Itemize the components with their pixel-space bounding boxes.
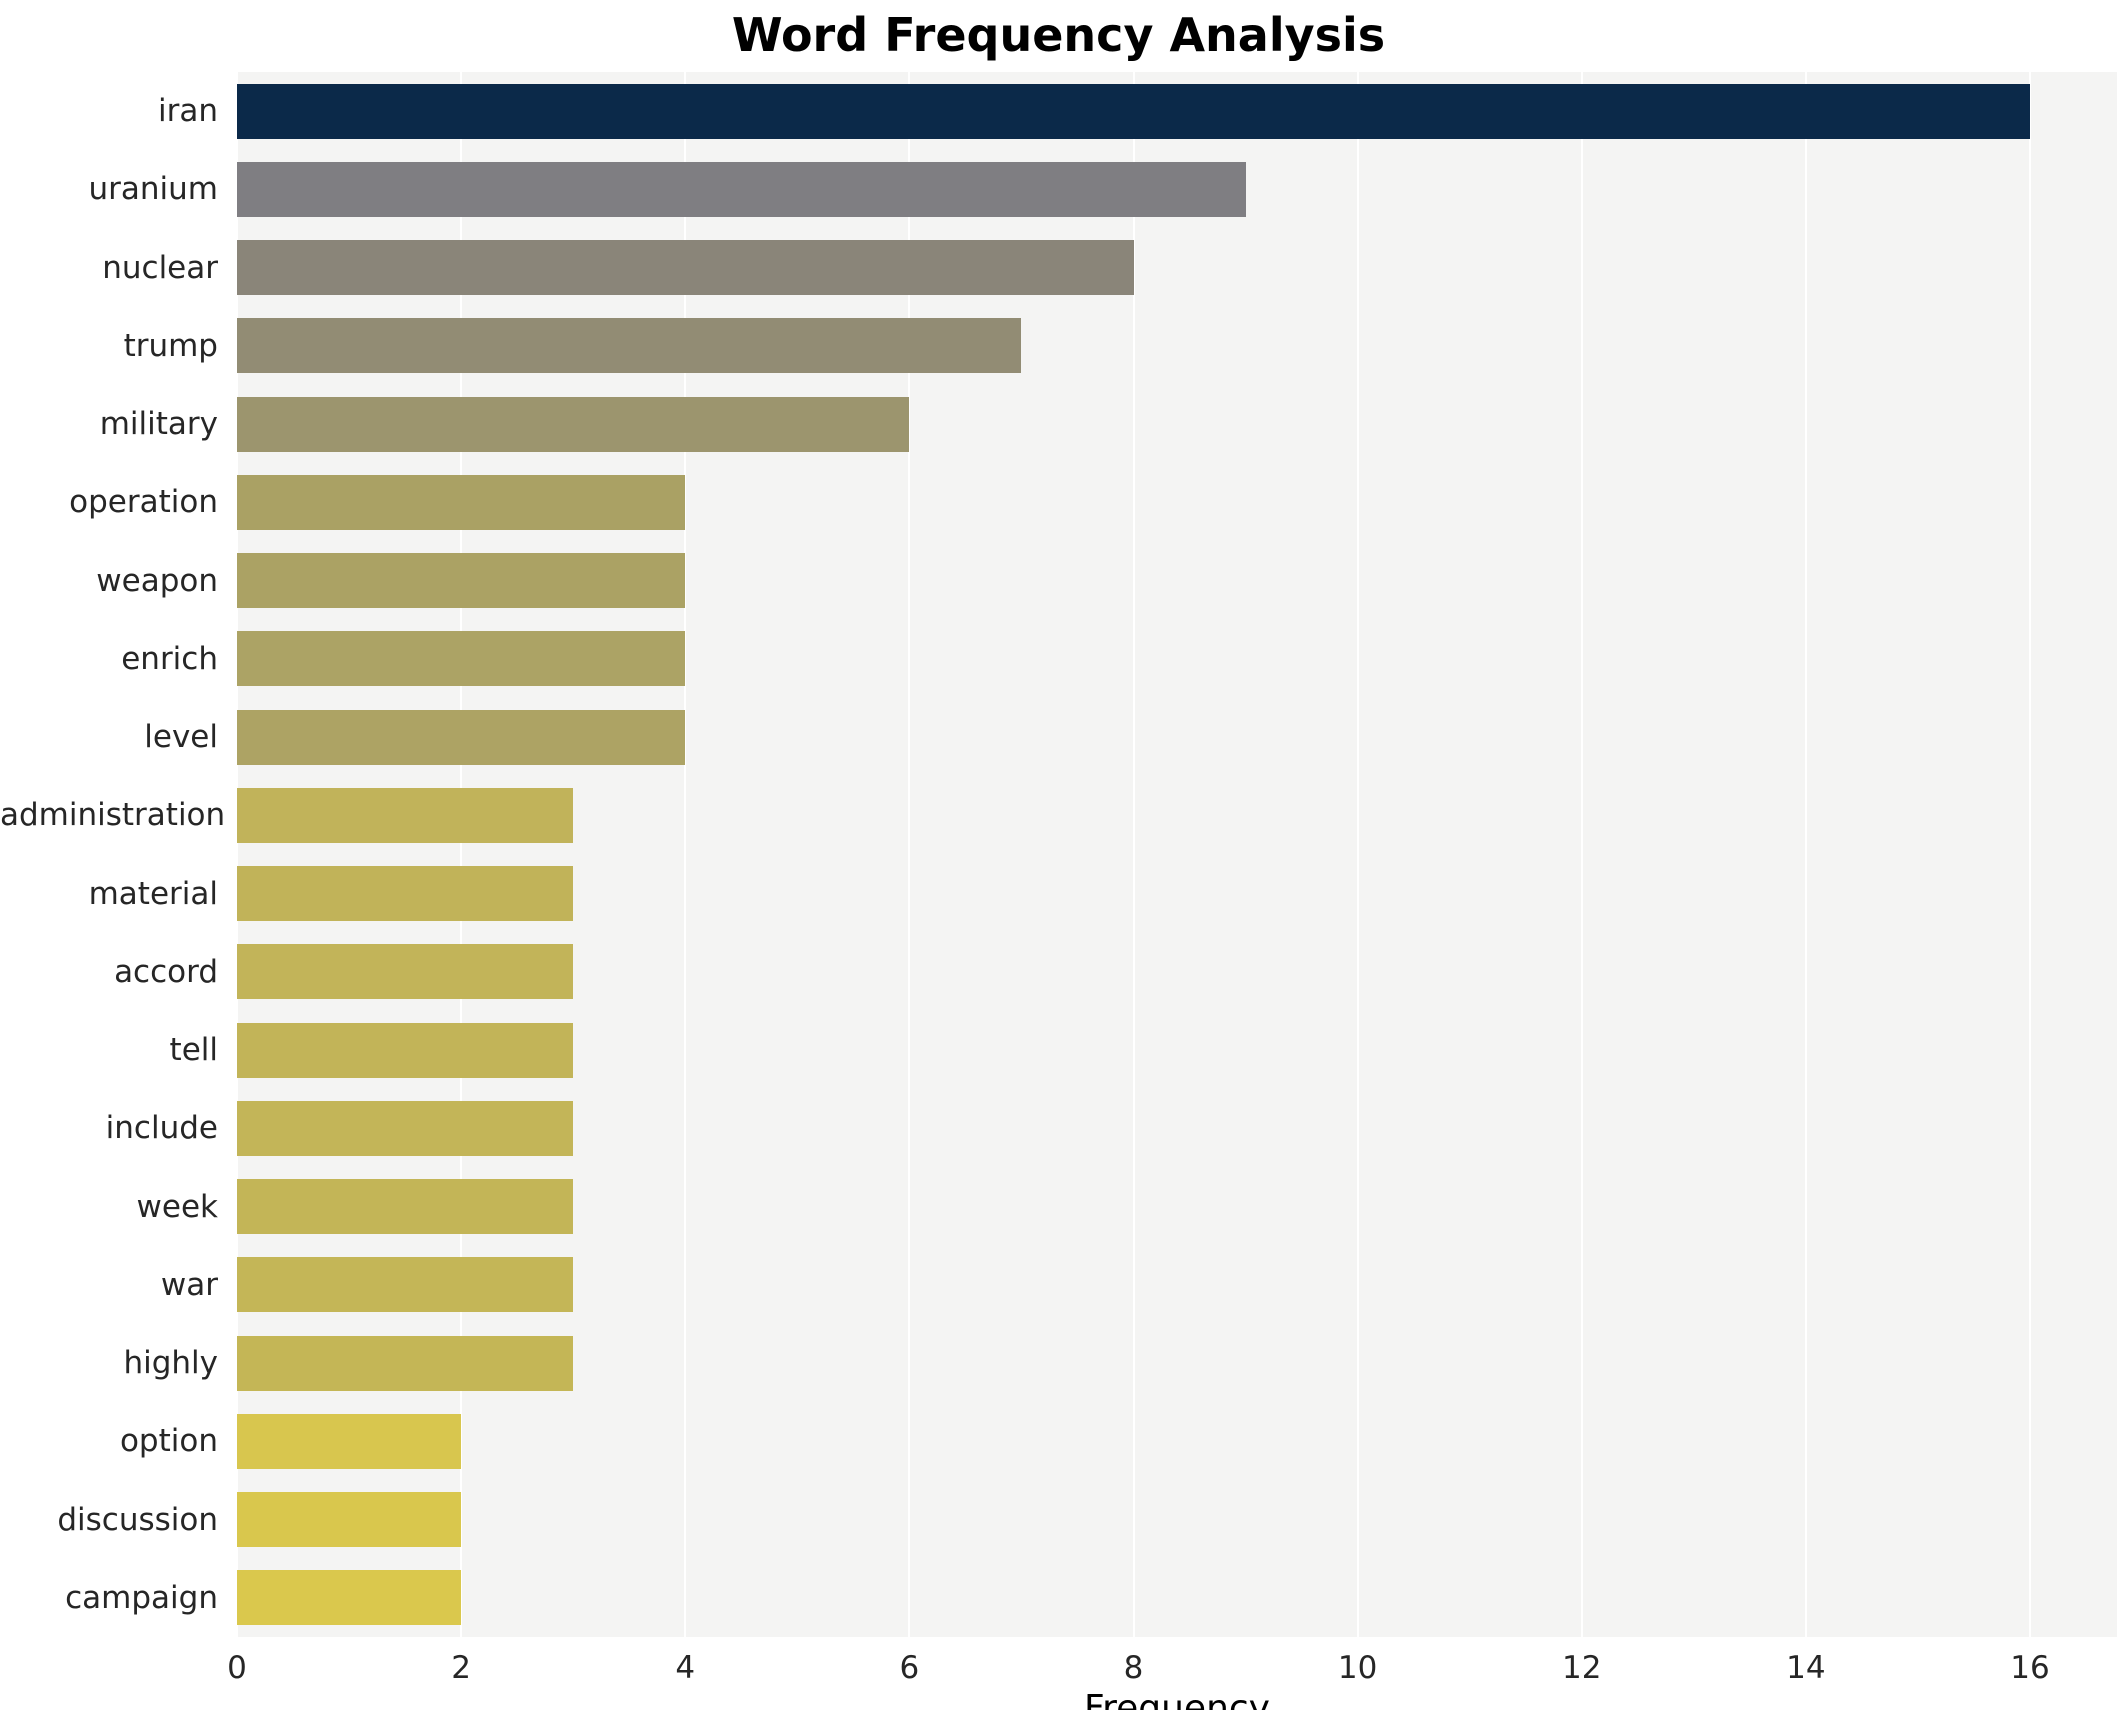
- y-tick-label-weapon: weapon: [96, 562, 218, 599]
- x-tick-label-0: 0: [227, 1650, 247, 1686]
- gridline: [1356, 72, 1359, 1637]
- bar-operation: [237, 474, 686, 530]
- bar-highly: [237, 1335, 574, 1391]
- bar-option: [237, 1413, 462, 1469]
- bar-war: [237, 1257, 574, 1313]
- y-tick-label-operation: operation: [69, 484, 218, 521]
- bar-level: [237, 709, 686, 765]
- bar-rows: [237, 72, 2117, 1637]
- gridline: [1804, 72, 1807, 1637]
- y-tick-label-trump: trump: [123, 327, 218, 364]
- y-tick-label-material: material: [88, 875, 218, 912]
- bar-week: [237, 1179, 574, 1235]
- x-axis-label: Frequency: [1084, 1688, 1270, 1710]
- gridline: [684, 72, 687, 1637]
- x-tick-label-14: 14: [1786, 1650, 1826, 1686]
- y-tick-label-accord: accord: [114, 953, 218, 990]
- x-tick-label-12: 12: [1562, 1650, 1602, 1686]
- chart-title: Word Frequency Analysis: [731, 8, 1386, 62]
- bar-uranium: [237, 161, 1246, 217]
- gridlines: [236, 72, 2117, 1637]
- y-tick-label-administration: administration: [0, 797, 226, 834]
- bar-accord: [237, 944, 574, 1000]
- bar-military: [237, 396, 910, 452]
- x-tick-label-4: 4: [675, 1650, 696, 1686]
- bar-tell: [237, 1022, 574, 1078]
- gridline: [1132, 72, 1135, 1637]
- gridline: [460, 72, 463, 1637]
- bar-iran: [237, 83, 2030, 139]
- gridline: [1580, 72, 1583, 1637]
- y-tick-label-campaign: campaign: [65, 1579, 218, 1616]
- y-tick-label-include: include: [105, 1110, 218, 1147]
- bar-discussion: [237, 1492, 462, 1548]
- y-tick-label-highly: highly: [123, 1345, 218, 1382]
- y-tick-label-military: military: [99, 406, 218, 443]
- gridline: [236, 72, 238, 1637]
- y-tick-label-option: option: [119, 1423, 218, 1460]
- bar-campaign: [237, 1570, 462, 1626]
- gridline: [2029, 72, 2031, 1637]
- y-tick-label-discussion: discussion: [57, 1501, 218, 1538]
- bar-enrich: [237, 631, 686, 687]
- x-tick-label-16: 16: [2010, 1650, 2050, 1686]
- bar-material: [237, 866, 574, 922]
- y-tick-label-week: week: [136, 1188, 218, 1225]
- x-tick-label-2: 2: [451, 1650, 471, 1686]
- y-tick-label-tell: tell: [169, 1032, 218, 1069]
- bar-weapon: [237, 553, 686, 609]
- y-tick-label-enrich: enrich: [121, 640, 218, 677]
- y-tick-label-uranium: uranium: [88, 171, 219, 208]
- x-tick-label-10: 10: [1337, 1650, 1378, 1686]
- x-tick-label-6: 6: [899, 1650, 920, 1686]
- y-tick-label-nuclear: nuclear: [102, 249, 218, 286]
- bar-trump: [237, 318, 1022, 374]
- y-tick-label-iran: iran: [157, 93, 218, 130]
- gridline: [908, 72, 911, 1637]
- bar-nuclear: [237, 240, 1134, 296]
- bar-include: [237, 1100, 574, 1156]
- y-tick-label-level: level: [144, 719, 218, 756]
- x-tick-label-8: 8: [1123, 1650, 1144, 1686]
- bar-administration: [237, 787, 574, 843]
- y-tick-label-war: war: [160, 1266, 218, 1303]
- plot-area: [236, 72, 2117, 1637]
